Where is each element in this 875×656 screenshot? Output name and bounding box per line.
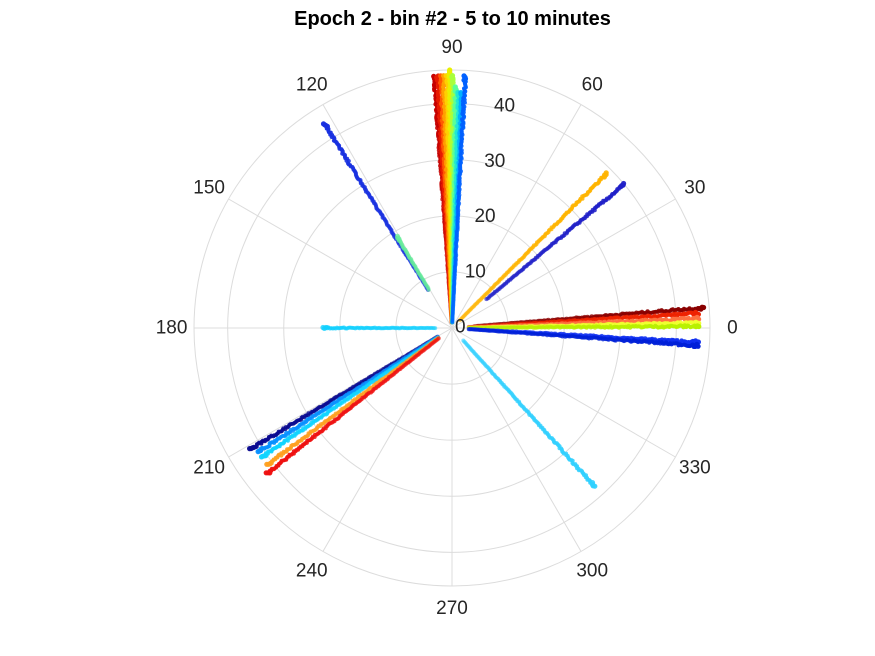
data-point: [458, 90, 464, 96]
data-point: [320, 121, 327, 127]
r-tick-label: 30: [484, 151, 505, 172]
series-ray: [450, 73, 469, 325]
theta-tick-label: 150: [193, 177, 225, 198]
data-point: [258, 454, 265, 460]
data-point: [603, 170, 609, 176]
data-point: [263, 470, 269, 476]
series-ray: [394, 233, 431, 292]
data-point: [452, 84, 458, 90]
data-point: [394, 233, 401, 239]
theta-tick-label: 270: [436, 598, 468, 619]
data-point: [447, 67, 453, 73]
series-ray: [466, 327, 701, 349]
data-point: [592, 483, 598, 489]
theta-tick-label: 120: [296, 75, 328, 96]
r-tick-label: 10: [465, 261, 486, 282]
data-point: [247, 446, 253, 452]
series-ray: [484, 180, 627, 302]
theta-tick-label: 30: [684, 177, 705, 198]
r-tick-label: 0: [455, 317, 466, 338]
series-ray: [461, 338, 598, 489]
data-point: [621, 180, 627, 187]
data-point: [264, 461, 270, 467]
series-ray: [320, 324, 438, 331]
series-ray: [457, 170, 609, 323]
grid-spoke: [451, 327, 582, 552]
grid-spoke: [322, 327, 453, 552]
grid-spoke: [322, 104, 453, 329]
theta-tick-label: 330: [679, 458, 711, 479]
r-tick-label: 20: [474, 206, 495, 227]
grid-spoke: [451, 327, 676, 458]
theta-tick-label: 0: [727, 318, 738, 339]
data-point: [320, 324, 326, 331]
grid-spoke: [451, 198, 676, 329]
data-points: [247, 67, 707, 489]
theta-tick-label: 210: [193, 458, 225, 479]
series-ray: [247, 334, 440, 452]
data-point: [461, 73, 467, 79]
data-point: [255, 449, 261, 455]
r-tick-label: 40: [494, 96, 515, 117]
data-point: [701, 304, 707, 311]
series-ray: [263, 336, 441, 476]
grid-spoke: [451, 104, 582, 329]
data-point: [696, 323, 702, 330]
data-point: [449, 73, 456, 79]
theta-tick-label: 90: [441, 37, 462, 58]
theta-tick-label: 60: [582, 75, 603, 96]
theta-tick-label: 300: [576, 560, 608, 581]
chart-title: Epoch 2 - bin #2 - 5 to 10 minutes: [294, 8, 611, 30]
grid-spoke: [228, 198, 453, 329]
theta-tick-label: 180: [156, 318, 188, 339]
tick-labels: 0 30 60 90 120 150 180 210 240 270 300 330 0 10 20 30 40: [156, 37, 738, 619]
theta-tick-label: 240: [296, 560, 328, 581]
data-point: [695, 343, 701, 349]
